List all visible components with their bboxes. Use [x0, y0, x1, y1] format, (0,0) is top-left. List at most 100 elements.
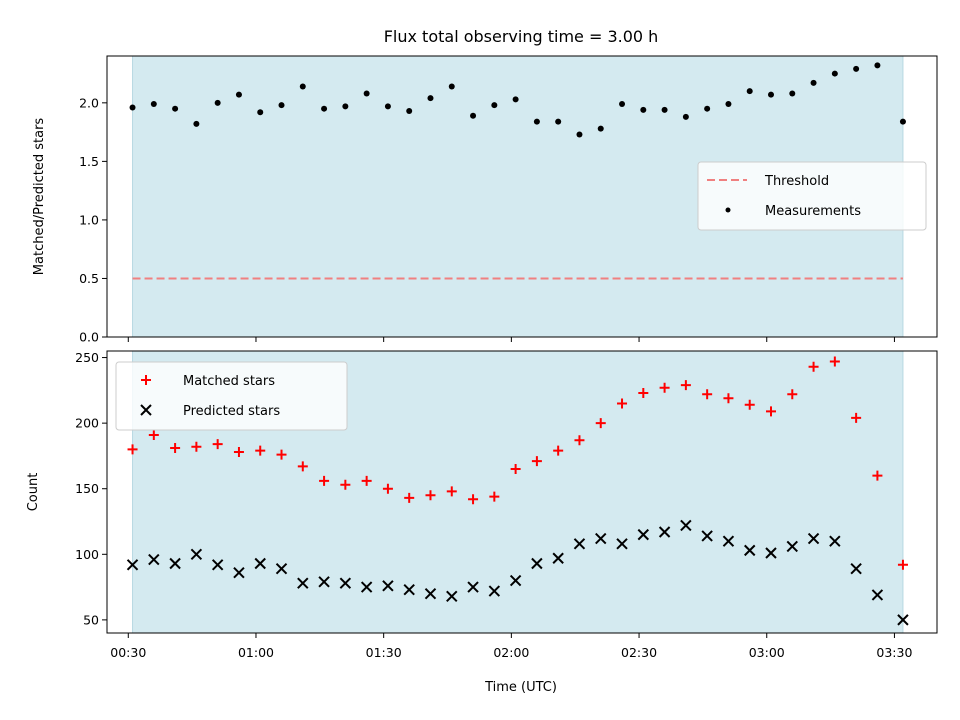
- x-tick-label: 00:30: [110, 645, 146, 660]
- data-point: [853, 65, 860, 72]
- series-measurements: [129, 62, 906, 138]
- data-point: [746, 88, 753, 95]
- y-axis-label: Matched/Predicted stars: [32, 118, 47, 276]
- panel-2: 50 100 150 200 250 00:30 01:00 01:30 02:00 02:30 0…: [26, 350, 938, 660]
- data-point: [384, 103, 391, 110]
- data-point: [595, 532, 607, 545]
- data-point: [127, 444, 138, 455]
- legend-marker-dot: [725, 207, 731, 213]
- x-tick-label: 02:00: [493, 645, 529, 660]
- data-point: [702, 389, 713, 400]
- data-point: [214, 99, 221, 106]
- data-point: [874, 62, 881, 69]
- y-axis-label: Count: [26, 473, 41, 512]
- panel-1: 0.0 0.5 1.0 1.5 2.0 Matched/Predicted stars Th…: [32, 55, 938, 345]
- data-point: [488, 585, 501, 597]
- data-point: [789, 90, 796, 97]
- y-tick-label: 150: [75, 481, 99, 496]
- data-point: [467, 581, 479, 593]
- data-point: [193, 120, 200, 127]
- data-point: [553, 445, 564, 456]
- data-point: [446, 590, 458, 602]
- legend-marker-plus: [141, 375, 151, 385]
- data-point: [807, 532, 820, 545]
- data-point: [170, 443, 181, 454]
- data-point: [595, 418, 606, 429]
- chart-title: Flux total observing time = 3.00 h: [384, 27, 659, 46]
- data-point: [360, 581, 373, 593]
- data-point: [361, 475, 372, 486]
- data-point: [275, 563, 288, 575]
- data-point: [319, 475, 330, 486]
- data-point: [725, 101, 732, 108]
- data-point: [658, 526, 671, 538]
- data-point: [531, 557, 543, 570]
- x-axis-label: Time (UTC): [484, 680, 557, 695]
- data-point: [897, 614, 909, 626]
- y-tick-label: 100: [75, 547, 99, 562]
- data-point: [233, 566, 245, 579]
- plot-layer: 0.0 0.5 1.0 1.5 2.0 Matched/Predicted stars Th…: [26, 55, 938, 660]
- data-point: [533, 118, 540, 125]
- legend-marker-x: [140, 404, 152, 416]
- data-point: [404, 492, 415, 503]
- data-point: [659, 382, 670, 393]
- data-point: [509, 574, 522, 587]
- data-point: [766, 406, 776, 417]
- data-point: [897, 559, 908, 570]
- data-point: [403, 584, 415, 596]
- data-point: [637, 528, 650, 541]
- data-point: [829, 356, 840, 367]
- y-tick-label: 250: [75, 350, 99, 365]
- data-point: [704, 105, 711, 112]
- data-point: [871, 589, 884, 601]
- data-point: [148, 429, 159, 440]
- data-point: [321, 105, 328, 112]
- data-point: [278, 102, 285, 109]
- data-point: [510, 464, 521, 475]
- data-point: [765, 547, 777, 559]
- data-point: [680, 380, 691, 391]
- data-point: [597, 125, 604, 132]
- data-point: [576, 131, 583, 138]
- data-point: [446, 486, 457, 497]
- data-point: [212, 439, 223, 450]
- data-point: [257, 109, 264, 116]
- data-point: [342, 103, 349, 110]
- data-point: [340, 479, 351, 490]
- data-point: [406, 108, 413, 115]
- data-point: [619, 101, 626, 108]
- legend-box: [697, 161, 927, 231]
- data-point: [382, 580, 394, 592]
- legend: Threshold Measurements: [697, 161, 927, 231]
- data-point: [172, 105, 179, 112]
- data-point: [531, 456, 542, 467]
- data-point: [126, 559, 139, 571]
- y-tick-label: 0.0: [79, 330, 99, 345]
- data-point: [424, 587, 437, 600]
- data-point: [255, 445, 266, 456]
- data-point: [617, 398, 628, 409]
- data-point: [808, 361, 819, 372]
- data-point: [299, 83, 306, 90]
- data-point: [425, 490, 436, 501]
- data-point: [787, 389, 798, 400]
- data-point: [768, 91, 774, 98]
- series-matched-stars: [127, 356, 908, 570]
- data-point: [129, 104, 136, 111]
- data-point: [744, 544, 756, 557]
- data-point: [470, 112, 477, 119]
- data-point: [810, 79, 817, 86]
- data-point: [680, 519, 692, 532]
- data-point: [552, 552, 564, 564]
- data-point: [831, 70, 838, 77]
- legend-label: Threshold: [764, 174, 829, 189]
- data-point: [235, 91, 242, 98]
- x-tick-label: 03:00: [749, 645, 785, 660]
- data-point: [829, 535, 841, 547]
- data-point: [722, 535, 735, 547]
- data-point: [339, 577, 352, 589]
- x-tick-label: 02:30: [621, 645, 657, 660]
- x-tick-label: 03:30: [876, 645, 912, 660]
